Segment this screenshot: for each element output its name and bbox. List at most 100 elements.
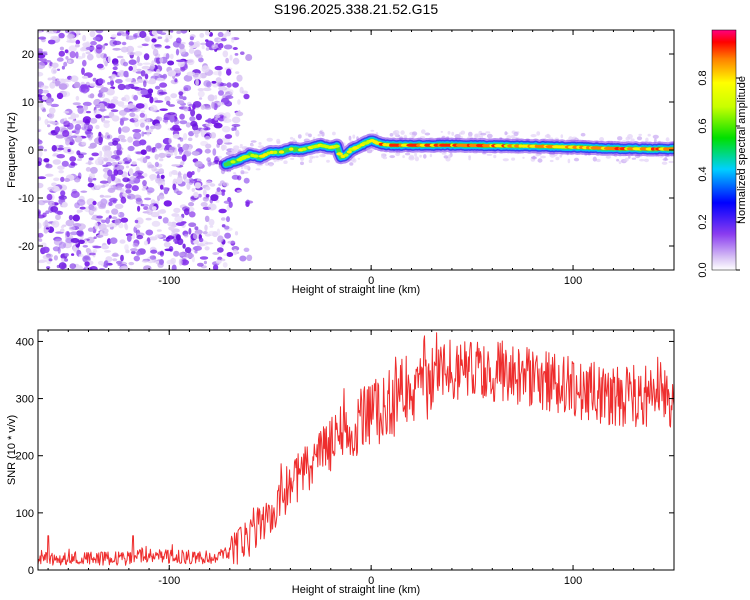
spectrogram-halo-blob [315,155,319,158]
spectrogram-noise-blob [77,158,82,161]
spectrogram-noise-blob [197,262,204,267]
spectrogram-noise-blob [52,79,56,84]
spectrogram-noise-blob [139,118,149,124]
ridge-hotspot [332,144,340,148]
spectrogram-noise-blob [204,148,211,154]
spectrogram-noise-blob [46,98,53,106]
spectrogram-noise-blob [85,167,91,172]
spectrogram-noise-blob [204,215,210,222]
spectrogram-noise-blob [243,177,250,184]
spectrogram-halo-blob [468,131,473,137]
spectrogram-noise-blob [173,207,181,213]
spectrogram-noise-blob [193,245,202,251]
spectrogram-noise-blob [152,48,159,57]
spectrogram-halo-blob [661,161,668,165]
spectrogram-noise-blob [179,47,186,55]
spectrogram-noise-blob [192,232,200,240]
spectrogram-noise-blob [188,47,195,54]
spectrogram-halo-blob [275,159,280,162]
spectrogram-noise-blob [50,130,56,134]
spectrogram-noise-blob [231,116,241,124]
spectrogram-noise-blob [180,259,189,266]
ridge-hotspot [473,143,478,148]
spectrogram-noise-blob [229,89,234,95]
spectrogram-noise-blob [43,158,50,163]
spectrogram-noise-blob [141,131,145,137]
spectrogram-noise-blob [154,161,159,168]
figure-title: S196.2025.338.21.52.G15 [274,1,438,17]
spectrogram-noise-blob [205,180,213,186]
spectrogram-noise-blob [180,161,185,166]
spectrogram-halo-blob [630,138,635,142]
spectrogram-noise-blob [38,61,46,70]
spectrogram-noise-blob [92,177,97,181]
spectrogram-noise-blob [213,264,219,270]
spectrogram-noise-blob [214,117,218,121]
spectrogram-noise-blob [188,211,196,218]
spectrogram-noise-blob [85,51,91,55]
spectrogram-noise-blob [169,115,175,123]
spectrogram-noise-blob [61,257,65,263]
spectrogram-halo-blob [504,131,508,136]
spectrogram-noise-blob [117,101,125,107]
spectrogram-noise-blob [48,258,53,262]
spectrogram-noise-blob [70,190,80,199]
spectrogram-noise-blob [84,261,90,267]
spectrogram-noise-blob [67,148,71,153]
spectrogram-noise-blob [195,113,202,121]
spectrogram-noise-blob [38,30,43,34]
spectrogram-noise-blob [180,30,188,34]
spectrogram-halo-blob [654,138,657,143]
spectrogram-noise-blob [77,230,85,238]
spectrogram-noise-blob [104,43,108,46]
spectrogram-noise-blob [202,196,210,202]
spectrogram-noise-blob [140,122,145,128]
spectrogram-noise-blob [51,67,57,75]
spectrogram-noise-blob [199,32,205,38]
spectrogram-noise-blob [89,209,94,214]
spectrogram-noise-blob [125,189,132,194]
spectrogram-noise-blob [222,262,228,268]
spectrogram-noise-blob [100,87,109,93]
spectrogram-noise-blob [232,82,239,88]
spectrogram-noise-blob [193,239,200,245]
spectrogram-noise-blob [164,152,174,157]
spectrogram-noise-blob [60,228,65,233]
spectrogram-noise-blob [79,206,86,210]
spectrogram-noise-blob [83,123,87,130]
spectrogram-noise-blob [49,107,56,114]
spectrogram-noise-blob [70,238,80,243]
spectrogram-noise-blob [74,127,80,135]
spectrogram-noise-blob [233,126,237,131]
ridge-hotspot [252,154,259,158]
spectrogram-noise-blob [175,48,180,56]
spectrogram-noise-blob [213,122,223,129]
spectrogram-noise-blob [113,62,119,67]
spectrogram-noise-blob [42,200,50,203]
spectrogram-halo-blob [357,157,361,160]
spectrogram-noise-blob [188,103,194,107]
spectrogram-halo-blob [513,131,519,137]
spectrogram-halo-blob [289,136,294,140]
spectrogram-noise-blob [151,38,157,43]
spectrogram-noise-blob [54,126,60,133]
spectrogram-noise-blob [186,71,196,77]
spectrogram-noise-blob [214,191,224,195]
spectrogram-noise-blob [232,47,238,50]
spectrogram-noise-blob [118,160,125,164]
spectrogram-halo-blob [546,133,550,138]
snr-series-line [38,332,674,566]
spectrogram-noise-blob [209,225,214,228]
spectrogram-noise-blob [140,110,146,113]
colorbar-tick-label: 0.0 [697,262,709,277]
spectrogram-noise-blob [118,127,122,135]
spectrogram-noise-blob [71,253,75,256]
spectrogram-noise-blob [111,73,117,78]
spectrogram-noise-blob [64,49,69,54]
spectrogram-noise-blob [127,103,134,110]
spectrogram-noise-blob [191,256,195,263]
spectrogram-noise-blob [178,258,183,266]
spectrogram-noise-blob [92,200,97,206]
spectrogram-noise-blob [102,44,106,50]
spectrogram-noise-blob [117,31,125,35]
